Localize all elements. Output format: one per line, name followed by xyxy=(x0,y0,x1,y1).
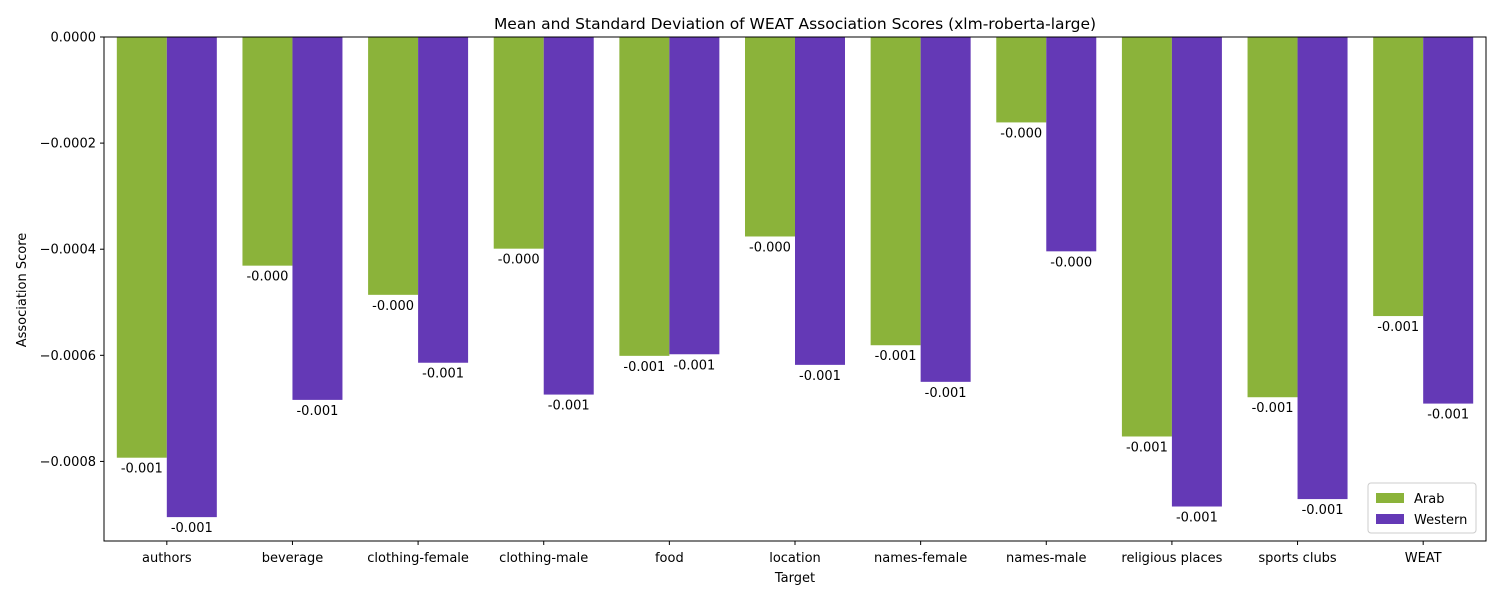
x-tick-label: beverage xyxy=(262,551,324,566)
data-label: -0.001 xyxy=(673,358,715,373)
y-tick-label: −0.0002 xyxy=(40,137,96,152)
data-label: -0.001 xyxy=(1377,320,1419,335)
bar-western-names-male xyxy=(1046,37,1097,252)
y-axis-label: Association Score xyxy=(15,233,30,348)
bar-arab-authors xyxy=(116,37,167,458)
data-label: -0.001 xyxy=(875,349,917,364)
bar-western-food xyxy=(669,37,720,355)
x-tick-label: clothing-male xyxy=(499,551,588,566)
data-label: -0.001 xyxy=(171,521,213,536)
bar-arab-food xyxy=(619,37,670,356)
bar-western-sports-clubs xyxy=(1297,37,1348,500)
bar-western-religious-places xyxy=(1171,37,1222,507)
bar-western-authors xyxy=(166,37,217,518)
y-tick-label: −0.0004 xyxy=(40,243,96,258)
data-label: -0.000 xyxy=(749,240,791,255)
axes: authors beverage clothing-female clothing-m… xyxy=(40,31,1487,566)
x-tick-label: food xyxy=(655,551,684,566)
bar-arab-beverage xyxy=(242,37,293,266)
x-axis-label: Target xyxy=(774,571,815,586)
chart-title: Mean and Standard Deviation of WEAT Asso… xyxy=(494,15,1096,33)
legend-label-western: Western xyxy=(1414,513,1467,528)
bar-western-location xyxy=(795,37,845,365)
y-tick-label: 0.0000 xyxy=(51,31,97,46)
data-label: -0.001 xyxy=(1126,440,1168,455)
data-label: -0.000 xyxy=(498,253,540,268)
data-label: -0.000 xyxy=(1000,126,1042,141)
data-label: -0.001 xyxy=(548,399,590,414)
data-label: -0.000 xyxy=(246,270,288,285)
x-tick-label: sports clubs xyxy=(1258,551,1337,566)
data-label: -0.001 xyxy=(623,360,665,375)
bar-arab-religious-places xyxy=(1121,37,1172,437)
legend-label-arab: Arab xyxy=(1414,492,1444,507)
data-label: -0.001 xyxy=(422,367,464,382)
bar-western-weat xyxy=(1423,37,1474,404)
bar-arab-names-male xyxy=(996,37,1047,123)
data-label: -0.001 xyxy=(1427,408,1469,423)
data-label: -0.001 xyxy=(799,369,841,384)
bar-arab-clothing-male xyxy=(493,37,544,249)
x-tick-label: location xyxy=(769,551,821,566)
data-label: -0.001 xyxy=(925,386,967,401)
bar-arab-clothing-female xyxy=(368,37,419,295)
bar-western-beverage xyxy=(292,37,343,400)
x-tick-label: clothing-female xyxy=(367,551,469,566)
x-tick-label: authors xyxy=(142,551,192,566)
bar-arab-names-female xyxy=(870,37,921,346)
bar-western-clothing-male xyxy=(543,37,594,395)
data-label: -0.001 xyxy=(121,462,163,477)
bar-arab-location xyxy=(745,37,795,237)
legend-swatch-arab xyxy=(1376,493,1404,503)
x-tick-label: names-female xyxy=(874,551,967,566)
legend-swatch-western xyxy=(1376,514,1404,524)
data-label: -0.001 xyxy=(1176,511,1218,526)
bar-western-names-female xyxy=(920,37,971,382)
y-tick-label: −0.0006 xyxy=(40,349,96,364)
x-tick-label: WEAT xyxy=(1405,551,1442,566)
plot-area: -0.001 -0.001 -0.000 -0.001 -0.000 -0.001 -0.0… xyxy=(116,37,1474,536)
data-label: -0.000 xyxy=(1050,255,1092,270)
x-tick-label: names-male xyxy=(1006,551,1087,566)
plot-frame xyxy=(103,36,1487,542)
data-label: -0.001 xyxy=(1252,401,1294,416)
legend: Arab Western xyxy=(1367,482,1477,534)
data-label: -0.000 xyxy=(372,299,414,314)
x-tick-label: religious places xyxy=(1121,551,1222,566)
bar-arab-weat xyxy=(1373,37,1424,317)
data-label: -0.001 xyxy=(1302,503,1344,518)
bar-western-clothing-female xyxy=(418,37,469,363)
y-tick-label: −0.0008 xyxy=(40,455,96,470)
bar-arab-sports-clubs xyxy=(1247,37,1298,398)
data-label: -0.001 xyxy=(296,404,338,419)
